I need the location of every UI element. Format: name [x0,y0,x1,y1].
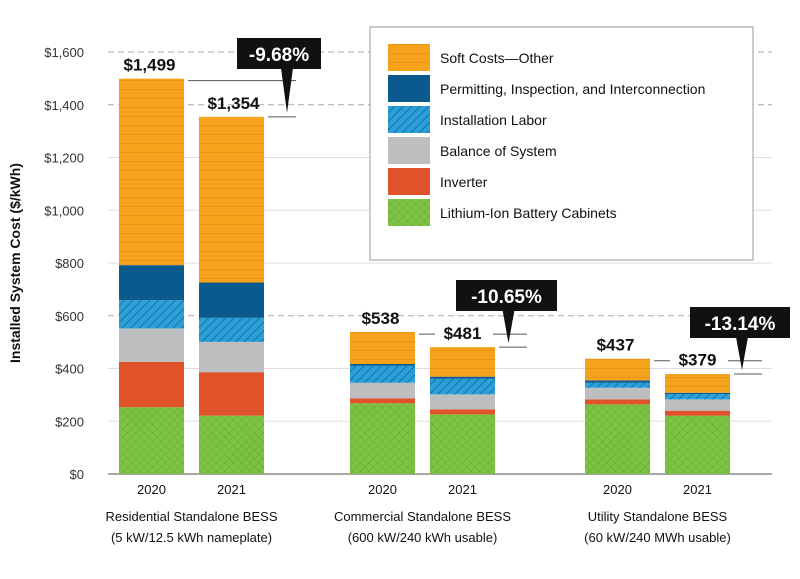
bar-segment-pattern [199,415,264,474]
category-label: Commercial Standalone BESS [334,509,511,524]
percent-change-label: -10.65% [471,287,542,308]
bar-segment-pattern [585,404,650,474]
legend-swatch-pattern [388,106,430,133]
bar-segment-pattern [350,365,415,383]
bar-segment-permitting-inspection-and-interconnection [199,282,264,318]
x-tick-label: 2021 [683,482,712,497]
y-tick-label: $600 [55,309,84,324]
legend-swatch-pattern [388,44,430,71]
y-tick-label: $800 [55,256,84,271]
total-label: $481 [444,324,482,343]
bar-segment-balance-of-system [585,387,650,400]
y-tick-label: $200 [55,414,84,429]
category-label: Utility Standalone BESS [588,509,728,524]
y-tick-label: $1,000 [44,203,84,218]
bar-segment-pattern [665,374,730,393]
change-callout-box [690,307,790,338]
legend-swatch-pattern [388,199,430,226]
total-label: $1,499 [124,56,176,75]
legend-label: Balance of System [440,143,557,159]
total-label: $437 [597,336,635,355]
category-subtitle: (600 kW/240 kWh usable) [348,530,498,545]
bar-segment-balance-of-system [119,328,184,362]
bar-segment-balance-of-system [199,341,264,373]
y-axis-label: Installed System Cost ($/kWh) [7,163,23,363]
total-label: $1,354 [208,94,261,113]
x-tick-label: 2020 [368,482,397,497]
legend-swatch [388,137,430,164]
bar-segment-balance-of-system [665,399,730,411]
legend-swatch [388,75,430,102]
percent-change-label: -13.14% [705,314,776,335]
callout-pointer [281,68,293,113]
x-tick-label: 2021 [217,482,246,497]
bar-segment-permitting-inspection-and-interconnection [430,376,495,379]
legend-swatch [388,168,430,195]
bar-segment-permitting-inspection-and-interconnection [585,380,650,383]
bar-segment-pattern [585,358,650,381]
change-callout-box [456,280,557,311]
bar-segment-balance-of-system [350,382,415,399]
bar-segment-pattern [119,78,184,266]
bar-segment-pattern [199,116,264,283]
bar-segment-inverter [430,409,495,415]
category-label: Residential Standalone BESS [105,509,277,524]
bar-segment-permitting-inspection-and-interconnection [665,392,730,395]
legend-label: Installation Labor [440,112,547,128]
y-tick-label: $400 [55,362,84,377]
legend-label: Inverter [440,174,488,190]
legend: Soft Costs—Other Permitting, Inspection, … [369,26,754,261]
legend-box [369,26,754,261]
change-callout-box [237,38,321,69]
y-tick-label: $1,200 [44,151,84,166]
bar-segment-pattern [119,407,184,474]
x-tick-label: 2020 [137,482,166,497]
y-tick-label: $0 [70,467,84,482]
bar-segment-pattern [430,347,495,377]
bar-segment-inverter [665,410,730,416]
legend-label: Lithium-Ion Battery Cabinets [440,205,617,221]
total-label: $538 [362,309,400,328]
bar-segment-inverter [350,398,415,404]
bar-segment-pattern [119,300,184,329]
bar-segment-pattern [199,317,264,342]
bar-segment-pattern [350,332,415,365]
bar-segment-pattern [430,414,495,474]
bar-segment-inverter [119,361,184,408]
x-tick-label: 2021 [448,482,477,497]
bar-segment-pattern [665,415,730,474]
bar-segment-balance-of-system [430,394,495,410]
category-subtitle: (60 kW/240 MWh usable) [584,530,731,545]
legend-label: Soft Costs—Other [440,50,554,66]
x-tick-label: 2020 [603,482,632,497]
callout-pointer [736,337,748,371]
bar-segment-inverter [199,372,264,416]
bar-segment-pattern [665,394,730,400]
percent-change-label: -9.68% [249,45,309,66]
bar-segment-pattern [585,382,650,388]
bar-segment-pattern [430,378,495,395]
y-tick-label: $1,600 [44,45,84,60]
y-tick-label: $1,400 [44,98,84,113]
legend-label: Permitting, Inspection, and Interconnect… [440,81,705,97]
bar-segment-permitting-inspection-and-interconnection [119,265,184,301]
bar-segment-pattern [350,403,415,474]
category-subtitle: (5 kW/12.5 kWh nameplate) [111,530,272,545]
total-label: $379 [679,351,717,370]
bar-segment-inverter [585,399,650,405]
callout-pointer [502,310,515,344]
bar-segment-permitting-inspection-and-interconnection [350,364,415,366]
